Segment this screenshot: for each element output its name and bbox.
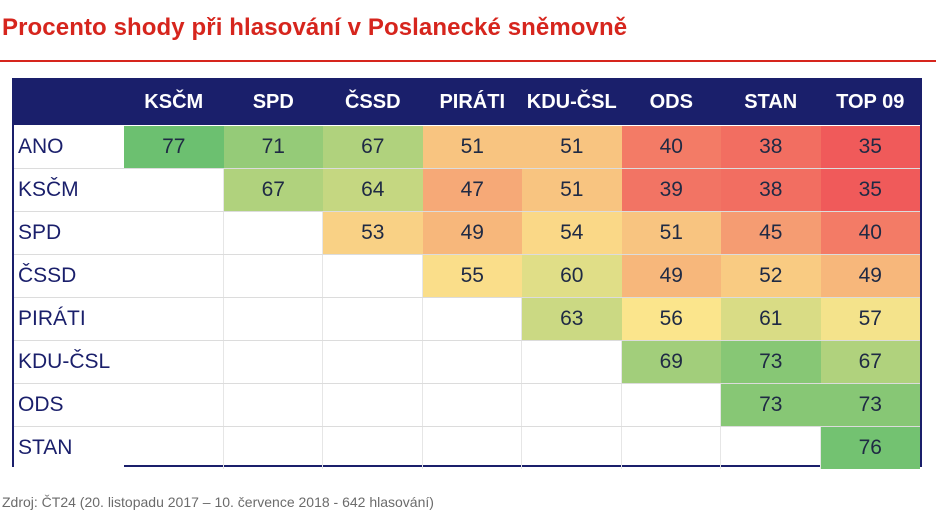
row-label: KDU-ČSL [14,341,124,383]
heatmap-cell-empty [124,169,224,211]
heatmap-cell: 49 [820,255,920,297]
heatmap-cell: 60 [522,255,622,297]
heatmap-cell: 40 [621,126,721,168]
heatmap-cell-empty [124,341,224,383]
column-label: KSČM [144,91,204,113]
row-divider [14,168,920,169]
row-label: PIRÁTI [14,298,124,340]
column-label: SPD [252,91,294,113]
heatmap-cell: 39 [621,169,721,211]
heatmap-cell: 55 [422,255,522,297]
heatmap-cell: 51 [422,126,522,168]
heatmap-cell: 67 [223,169,323,211]
heatmap-cell-empty [423,384,522,426]
heatmap-cell-empty [522,427,622,469]
page-title: Procento shody při hlasování v Poslaneck… [2,14,628,41]
row-label: SPD [14,212,124,254]
heatmap-cell: 51 [621,212,721,254]
heatmap-cell: 56 [621,298,721,340]
heatmap-cell-empty [423,298,522,340]
column-label: PIRÁTI [439,91,506,113]
row-label: ODS [14,384,124,426]
heatmap-cell: 45 [721,212,821,254]
heatmap-cell-empty [721,427,821,469]
heatmap-cell: 54 [522,212,622,254]
heatmap-cell-empty [124,298,224,340]
heatmap-cell: 49 [422,212,522,254]
row-label: ANO [14,126,124,168]
heatmap-cell-empty [124,427,224,469]
heatmap-cell-empty [622,384,721,426]
row-divider [14,426,920,427]
heatmap-cell: 40 [820,212,920,254]
heatmap-cell: 61 [721,298,821,340]
source-note: Zdroj: ČT24 (20. listopadu 2017 – 10. če… [2,494,434,510]
heatmap-cell-empty [224,384,323,426]
heatmap-cell-empty [224,298,323,340]
heatmap-cell-empty [124,255,224,297]
heatmap-cell: 63 [522,298,622,340]
heatmap-cell-empty [224,212,323,254]
heatmap-cell: 51 [522,126,622,168]
row-label: STAN [14,427,124,469]
row-label: ČSSD [14,255,124,297]
heatmap-cell: 73 [721,341,821,383]
heatmap-cell: 51 [522,169,622,211]
heatmap-cell: 35 [820,169,920,211]
column-label: KDU-ČSL [526,91,617,113]
heatmap-cell: 67 [323,126,423,168]
row-divider [14,297,920,298]
heatmap-cell: 47 [422,169,522,211]
heatmap-cell: 53 [323,212,423,254]
heatmap-cell: 35 [820,126,920,168]
heatmap-cell: 69 [621,341,721,383]
column-label: ODS [649,91,693,113]
heatmap-cell-empty [323,341,423,383]
heatmap-cell: 67 [820,341,920,383]
row-divider [14,254,920,255]
heatmap-cell-empty [224,341,323,383]
heatmap-cell-empty [224,255,323,297]
heatmap-cell: 57 [820,298,920,340]
row-divider [14,340,920,341]
heatmap-cell-empty [124,384,224,426]
heatmap-cell-empty [224,427,323,469]
heatmap-cell: 38 [721,126,821,168]
agreement-heatmap: KSČM SPD ČSSD PIRÁTI KDU-ČSL ODS STAN TOP 09 ANO… [12,78,922,469]
heatmap-cell: 49 [621,255,721,297]
heatmap-cell-empty [124,212,224,254]
heatmap-cell-empty [423,341,522,383]
row-divider [14,383,920,384]
heatmap-cell: 38 [721,169,821,211]
heatmap-cell-empty [323,298,423,340]
column-label: STAN [744,91,798,113]
row-label: KSČM [14,169,124,211]
heatmap-header [14,80,920,125]
heatmap-cell: 76 [820,427,920,469]
row-divider [14,211,920,212]
heatmap-cell: 73 [721,384,821,426]
heatmap-cell-empty [522,341,622,383]
heatmap-cell-empty [323,255,423,297]
heatmap-cell: 77 [124,126,224,168]
heatmap-cell-empty [522,384,622,426]
heatmap-cell-empty [423,427,522,469]
column-label: ČSSD [344,91,401,113]
heatmap-cell: 73 [820,384,920,426]
heatmap-cell-empty [622,427,721,469]
column-label: TOP 09 [836,91,905,113]
heatmap-cell-empty [323,427,423,469]
heatmap-cell-empty [323,384,423,426]
heatmap-cell: 71 [223,126,323,168]
title-divider [0,60,936,62]
heatmap-cell: 52 [721,255,821,297]
heatmap-cell: 64 [323,169,423,211]
